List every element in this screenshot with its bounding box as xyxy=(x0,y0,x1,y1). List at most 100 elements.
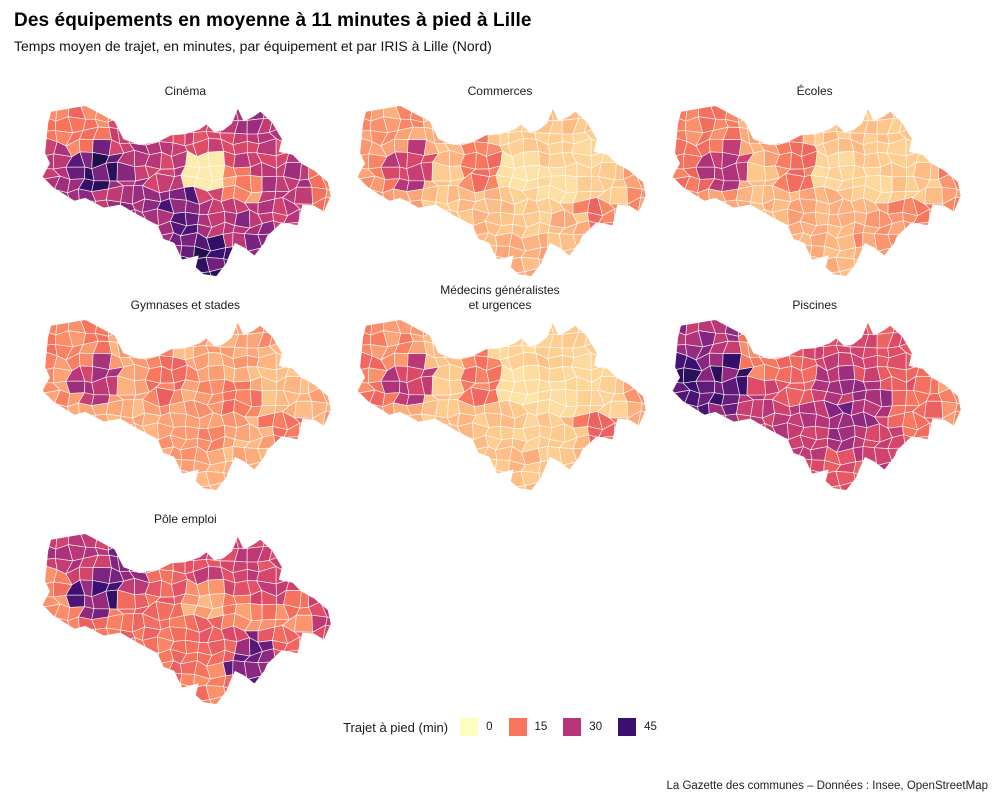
iris-cell xyxy=(385,422,401,439)
iris-cell xyxy=(637,354,646,368)
iris-cell xyxy=(621,436,636,453)
iris-cell xyxy=(938,366,955,384)
iris-cell xyxy=(520,257,542,273)
iris-cell xyxy=(248,266,265,277)
iris-cell xyxy=(56,415,73,428)
iris-cell xyxy=(117,128,137,145)
iris-cell xyxy=(108,328,122,343)
iris-cell xyxy=(671,188,687,204)
iris-cell xyxy=(612,131,631,147)
iris-cell xyxy=(269,246,288,263)
iris-cell xyxy=(927,255,944,276)
iris-cell xyxy=(684,270,701,277)
iris-cell xyxy=(809,469,826,489)
iris-cell xyxy=(294,400,314,419)
iris-cell xyxy=(171,533,186,538)
iris-cell xyxy=(220,533,240,536)
iris-cell xyxy=(471,331,490,347)
iris-cell xyxy=(69,105,83,107)
iris-cell xyxy=(94,458,109,475)
iris-cell xyxy=(470,268,488,277)
iris-cell xyxy=(597,435,617,451)
iris-cell xyxy=(307,320,326,332)
iris-cell xyxy=(912,221,932,237)
iris-cell xyxy=(927,345,945,361)
iris-cell xyxy=(911,449,932,466)
iris-cell xyxy=(116,220,138,240)
iris-cell xyxy=(460,268,473,277)
iris-cell xyxy=(42,328,45,346)
iris-cell xyxy=(42,565,48,586)
iris-cell xyxy=(54,208,73,225)
iris-cell xyxy=(892,324,905,333)
iris-cell xyxy=(470,482,488,491)
iris-cell xyxy=(271,105,290,112)
iris-cell xyxy=(917,356,930,370)
iris-cell xyxy=(82,257,98,272)
choropleth-map xyxy=(357,319,646,491)
iris-cell xyxy=(82,685,98,700)
iris-cell xyxy=(520,116,539,134)
iris-cell xyxy=(487,116,502,133)
iris-cell xyxy=(307,210,324,229)
iris-cell xyxy=(357,137,363,158)
iris-cell xyxy=(117,671,134,688)
iris-cell xyxy=(208,578,226,595)
iris-cell xyxy=(368,101,385,104)
legend-title: Trajet à pied (min) xyxy=(343,719,449,735)
iris-cell xyxy=(42,415,48,431)
iris-cell xyxy=(142,331,159,347)
iris-cell xyxy=(431,445,449,463)
iris-cell xyxy=(384,247,399,259)
iris-cell xyxy=(322,695,332,705)
iris-cell xyxy=(936,436,951,453)
iris-cell xyxy=(371,238,389,252)
iris-cell xyxy=(600,151,617,163)
iris-cell xyxy=(749,423,768,442)
source-caption: La Gazette des communes – Données : Inse… xyxy=(666,780,988,792)
iris-cell xyxy=(308,152,326,170)
iris-cell xyxy=(299,590,310,609)
iris-cell xyxy=(308,366,326,384)
iris-cell xyxy=(534,267,553,277)
iris-cell xyxy=(609,186,628,205)
iris-cell xyxy=(245,105,265,111)
iris-cell xyxy=(211,319,223,325)
iris-cell xyxy=(798,267,816,277)
iris-cell xyxy=(949,117,961,134)
iris-cell xyxy=(683,208,703,225)
iris-cell xyxy=(42,613,49,631)
iris-cell xyxy=(219,481,238,491)
iris-cell xyxy=(171,105,188,121)
iris-cell xyxy=(42,126,48,145)
iris-cell xyxy=(797,243,812,264)
iris-cell xyxy=(42,415,62,431)
iris-cell xyxy=(211,105,223,111)
iris-cell xyxy=(45,105,59,111)
iris-cell xyxy=(761,319,777,322)
iris-cell xyxy=(469,322,490,335)
iris-cell xyxy=(635,473,646,486)
iris-cell xyxy=(911,235,932,252)
iris-cell xyxy=(281,663,303,680)
iris-cell xyxy=(299,422,311,443)
iris-cell xyxy=(205,330,225,348)
iris-cell xyxy=(357,435,373,454)
iris-cell xyxy=(156,331,176,347)
facet-title: Piscines xyxy=(792,297,837,312)
iris-cell xyxy=(671,369,677,384)
iris-cell xyxy=(42,475,45,489)
iris-cell xyxy=(370,201,388,214)
iris-cell xyxy=(912,117,930,134)
iris-cell xyxy=(321,672,332,691)
iris-cell xyxy=(709,450,725,463)
iris-cell xyxy=(746,231,763,249)
iris-cell xyxy=(510,319,528,325)
iris-cell xyxy=(587,271,603,277)
iris-cell xyxy=(950,128,961,145)
iris-cell xyxy=(749,106,764,116)
iris-cell xyxy=(597,221,617,237)
iris-cell xyxy=(106,199,122,215)
iris-cell xyxy=(709,211,730,225)
iris-cell xyxy=(299,162,310,181)
